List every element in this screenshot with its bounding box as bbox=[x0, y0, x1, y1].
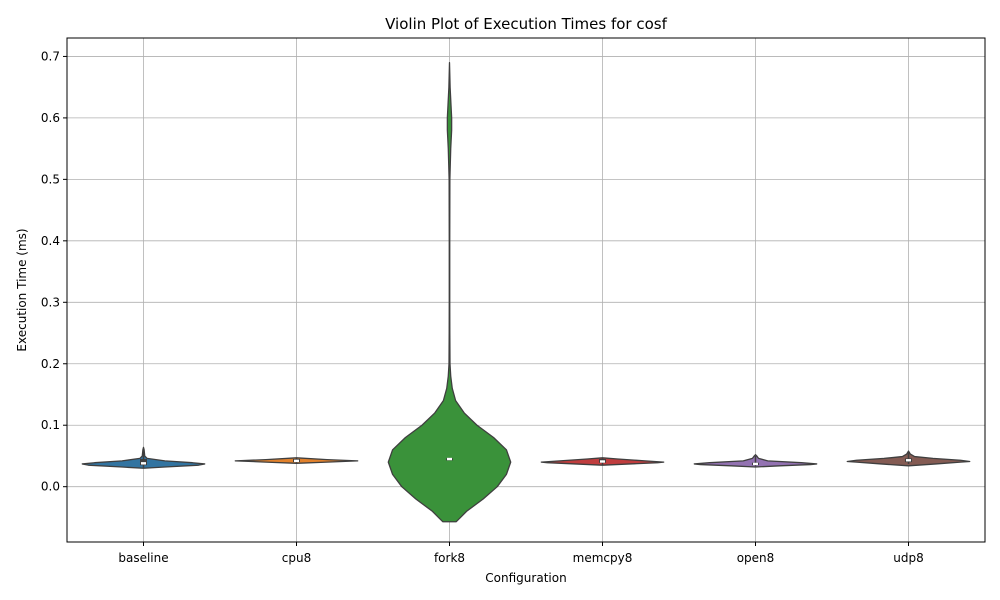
y-tick-label: 0.7 bbox=[41, 49, 60, 63]
grid bbox=[67, 38, 985, 542]
violins bbox=[81, 61, 971, 523]
violin-baseline bbox=[81, 446, 206, 469]
x-tick-label-cpu8: cpu8 bbox=[282, 551, 311, 565]
x-axis-ticks: baseline cpu8 fork8 memcpy8 open8 udp8 bbox=[118, 542, 924, 565]
violin-median bbox=[753, 462, 758, 466]
violin-body bbox=[387, 61, 512, 523]
violin-cpu8 bbox=[234, 457, 359, 464]
violin-iqr-box bbox=[140, 459, 147, 466]
violin-median bbox=[906, 459, 911, 462]
violin-udp8 bbox=[846, 450, 971, 467]
x-tick-label-baseline: baseline bbox=[118, 551, 168, 565]
y-tick-label: 0.6 bbox=[41, 111, 60, 125]
violin-fork8 bbox=[387, 61, 512, 523]
x-tick-label-fork8: fork8 bbox=[434, 551, 465, 565]
violin-median bbox=[141, 462, 146, 465]
y-tick-label: 0.4 bbox=[41, 234, 60, 248]
y-tick-label: 0.3 bbox=[41, 295, 60, 309]
violin-median bbox=[600, 460, 605, 463]
x-tick-label-memcpy8: memcpy8 bbox=[573, 551, 633, 565]
violin-median bbox=[294, 459, 299, 463]
y-tick-label: 0.0 bbox=[41, 480, 60, 494]
x-tick-label-udp8: udp8 bbox=[893, 551, 923, 565]
y-axis-ticks: 0.0 0.1 0.2 0.3 0.4 0.5 0.6 0.7 bbox=[41, 49, 67, 494]
x-axis-label: Configuration bbox=[485, 571, 566, 585]
x-tick-label-open8: open8 bbox=[737, 551, 775, 565]
y-axis-label: Execution Time (ms) bbox=[15, 228, 29, 351]
y-tick-label: 0.5 bbox=[41, 172, 60, 186]
violin-open8 bbox=[693, 454, 818, 468]
plot-frame bbox=[66, 37, 986, 543]
y-tick-label: 0.2 bbox=[41, 357, 60, 371]
chart-title: Violin Plot of Execution Times for cosf bbox=[385, 15, 667, 33]
violin-median bbox=[447, 457, 452, 461]
y-tick-label: 0.1 bbox=[41, 418, 60, 432]
violin-memcpy8 bbox=[540, 457, 665, 466]
